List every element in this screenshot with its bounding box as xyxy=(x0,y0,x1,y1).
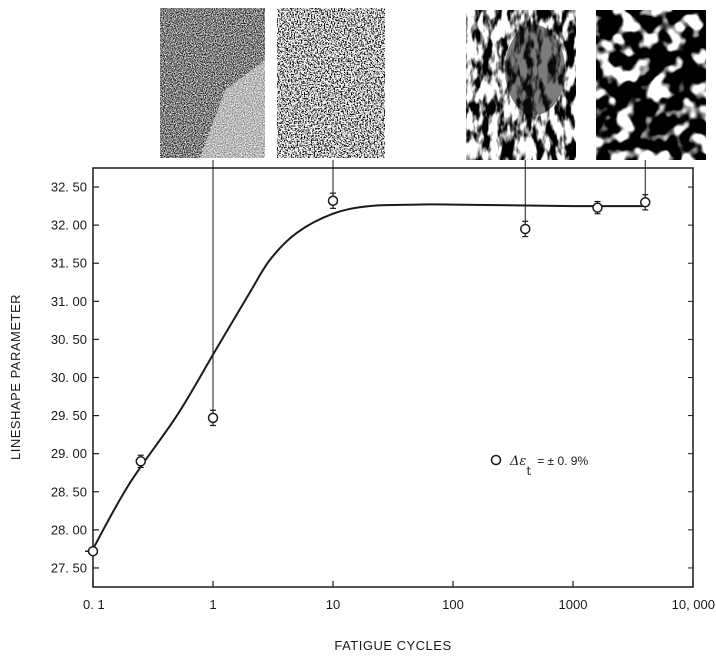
y-tick-label: 32. 00 xyxy=(51,218,87,233)
data-points xyxy=(85,192,651,557)
data-marker xyxy=(519,223,531,235)
fit-curve xyxy=(92,203,646,550)
data-point xyxy=(639,194,651,211)
y-tick-label: 27. 50 xyxy=(51,560,87,575)
y-tick-label: 28. 00 xyxy=(51,522,87,537)
legend: Δεt = ± 0. 9% xyxy=(490,454,588,478)
y-tick-label: 29. 00 xyxy=(51,446,87,461)
data-marker xyxy=(207,412,219,424)
x-tick-label: 0. 1 xyxy=(83,597,105,612)
x-axis: 0. 1 1 10 100 1000 10, 000 xyxy=(83,581,715,612)
legend-value: = ± 0. 9% xyxy=(537,454,588,468)
legend-label: Δεt = ± 0. 9% xyxy=(509,454,588,478)
y-tick-label: 30. 50 xyxy=(51,332,87,347)
micrograph-4000-cycles xyxy=(596,10,706,160)
x-tick-label: 100 xyxy=(442,597,464,612)
y-tick-label: 32. 50 xyxy=(51,180,87,195)
micrograph-1-cycle xyxy=(277,8,385,158)
data-point xyxy=(135,454,147,468)
micrograph-connectors xyxy=(212,160,646,412)
data-marker xyxy=(639,197,651,208)
legend-subscript: t xyxy=(526,464,531,478)
data-point xyxy=(87,545,99,557)
x-tick-label: 10, 000 xyxy=(672,597,715,612)
legend-marker xyxy=(490,454,502,466)
y-tick-label: 29. 50 xyxy=(51,408,87,423)
y-tick-label: 31. 50 xyxy=(51,256,87,271)
micrograph-0-cycles xyxy=(160,8,265,158)
data-marker xyxy=(87,545,99,557)
data-marker xyxy=(135,456,147,467)
data-point xyxy=(207,409,219,427)
legend-symbol: Δε xyxy=(509,454,526,469)
data-point xyxy=(327,192,339,209)
data-point xyxy=(519,220,531,238)
y-axis: 27. 50 28. 00 28. 50 29. 00 29. 50 30. 00 30. … xyxy=(51,180,693,575)
x-tick-label: 1000 xyxy=(559,597,588,612)
data-marker xyxy=(327,195,339,207)
y-tick-label: 28. 50 xyxy=(51,484,87,499)
micrograph-400-cycles xyxy=(466,10,576,160)
data-point xyxy=(592,200,603,215)
plot-frame xyxy=(92,167,694,588)
x-axis-title: FATIGUE CYCLES xyxy=(334,638,451,653)
x-tick-label: 1 xyxy=(209,597,216,612)
y-axis-title: LINESHAPE PARAMETER xyxy=(8,294,23,460)
x-tick-label: 10 xyxy=(326,597,340,612)
data-marker xyxy=(592,202,603,213)
y-tick-label: 31. 00 xyxy=(51,294,87,309)
y-tick-label: 30. 00 xyxy=(51,370,87,385)
micrographs xyxy=(160,8,706,160)
